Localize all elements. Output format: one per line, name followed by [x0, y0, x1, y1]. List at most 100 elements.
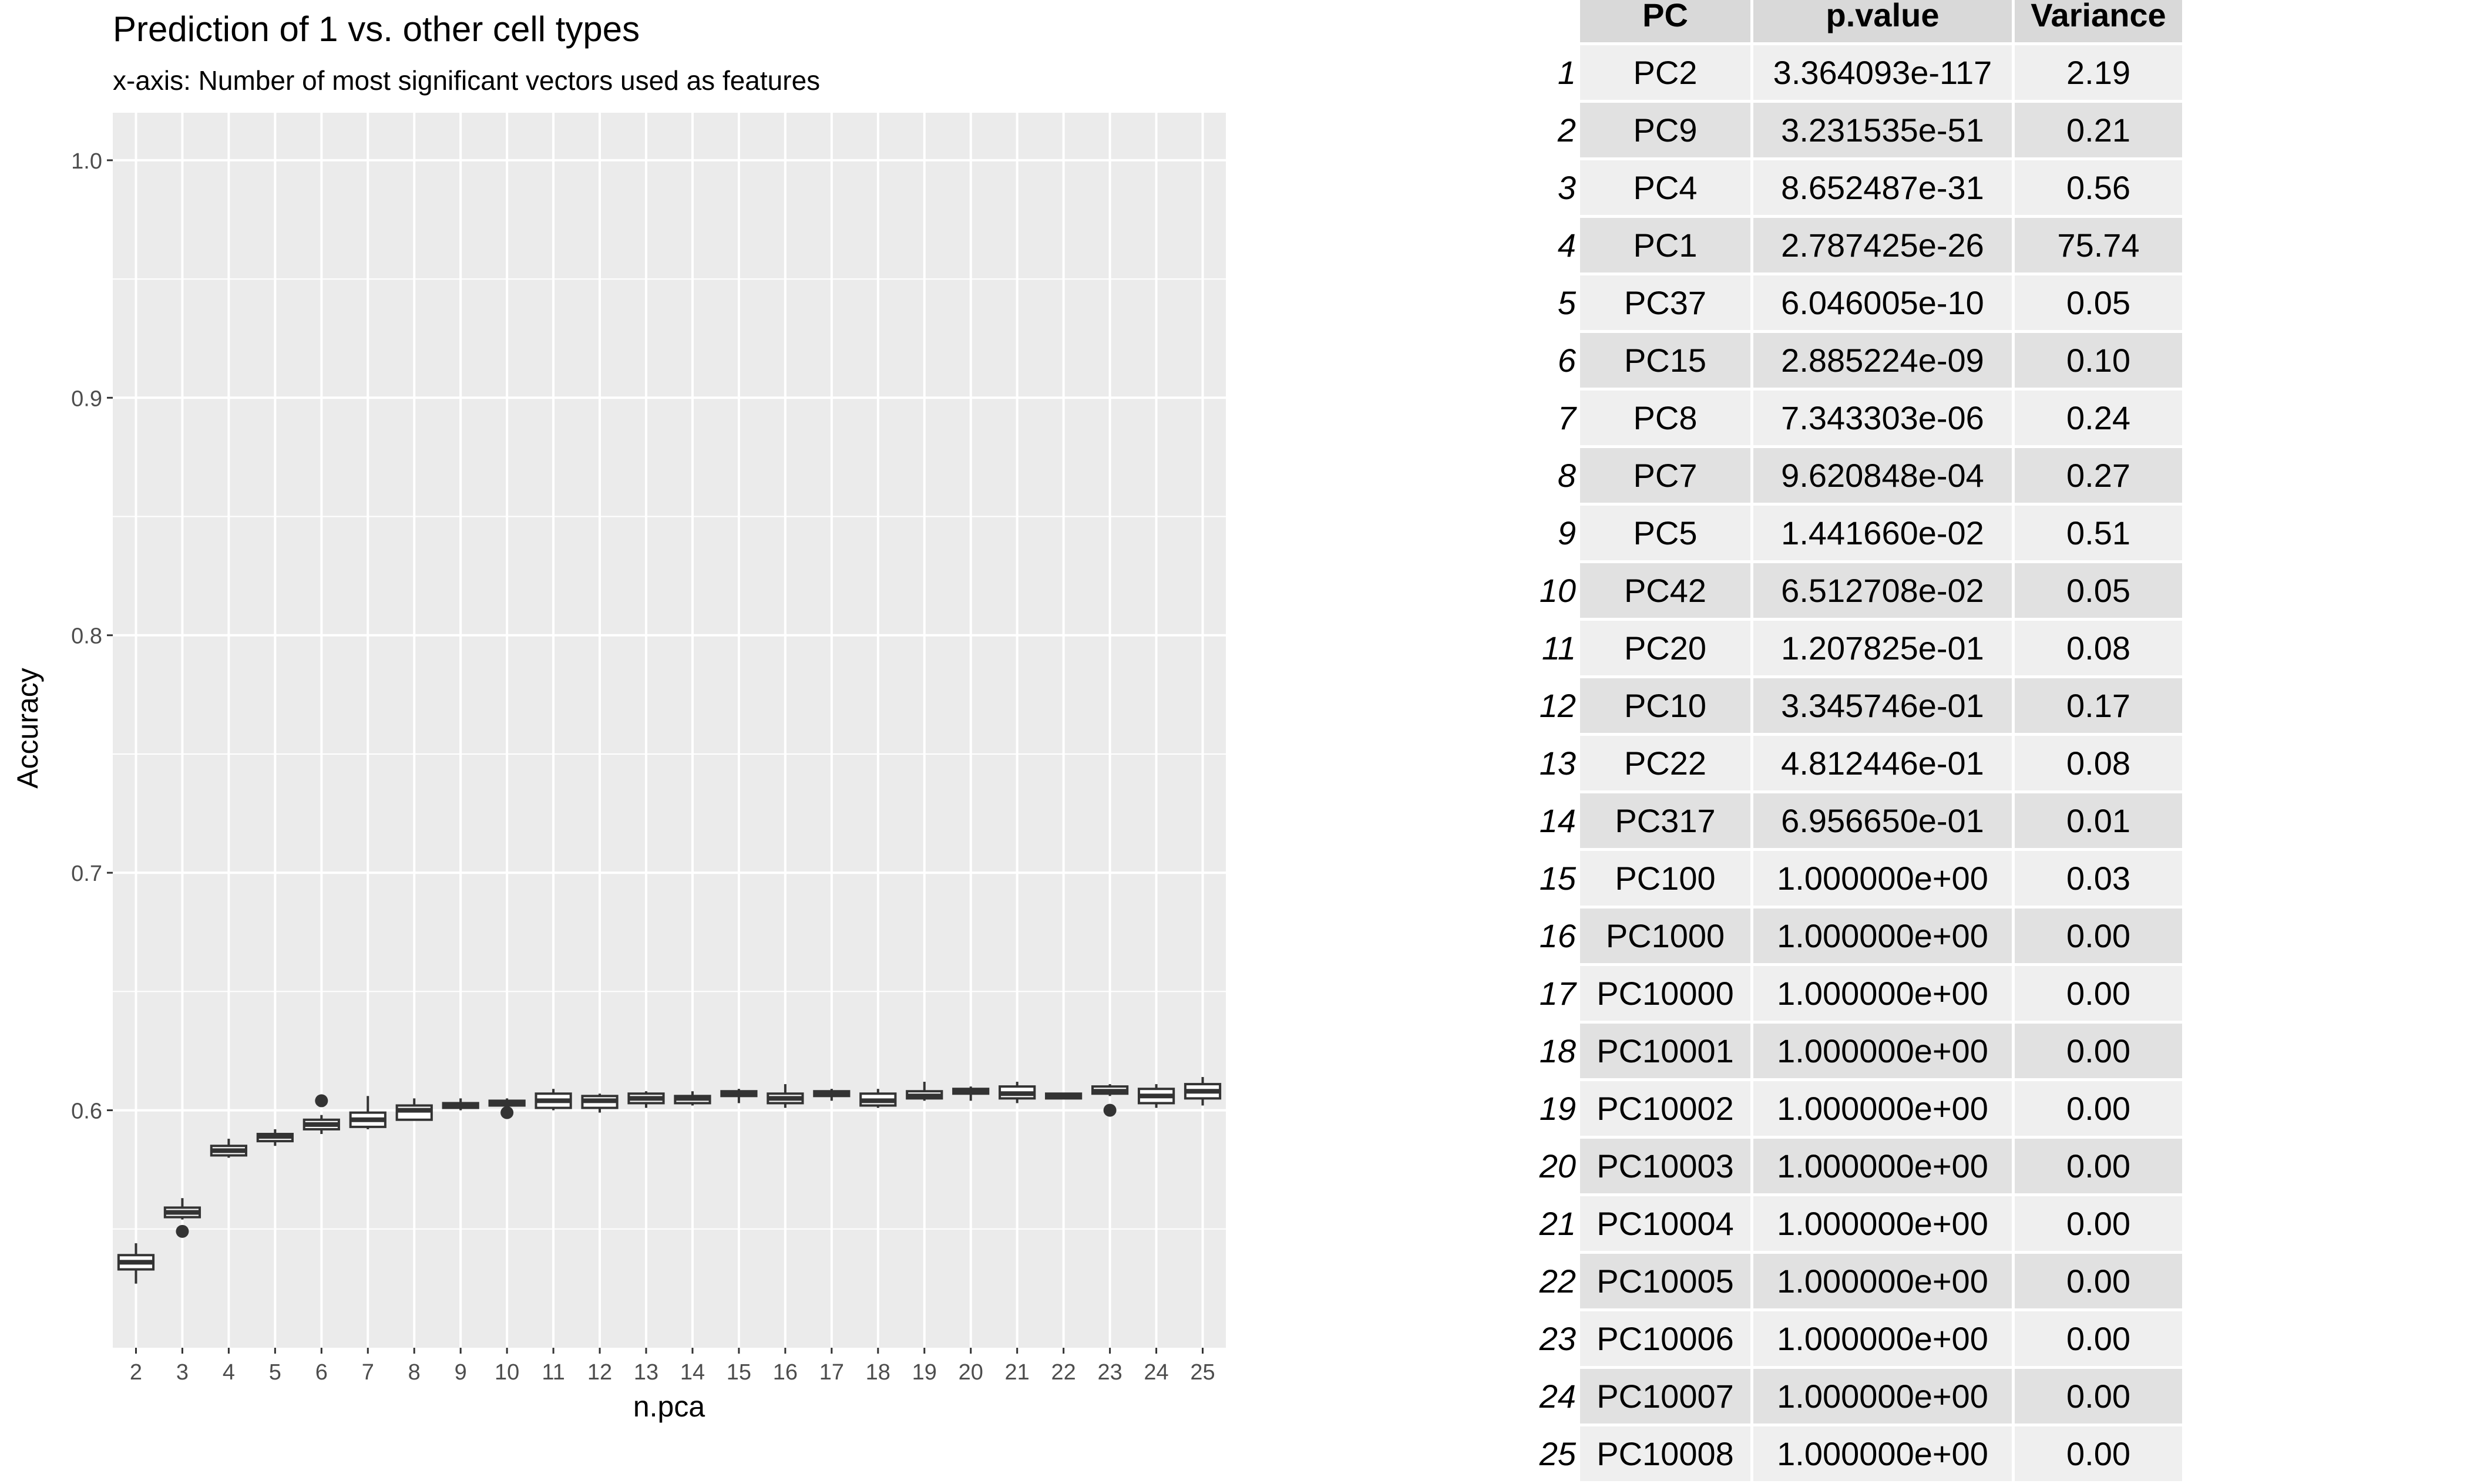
box-2: [117, 1243, 155, 1284]
table-cell-pvalue: 3.364093e-117: [1753, 45, 2012, 100]
table-row-index: 6: [1557, 342, 1576, 379]
chart-subtitle: x-axis: Number of most significant vecto…: [113, 65, 820, 96]
y-tick-label: 0.7: [71, 862, 102, 886]
table-row: 24 PC10007 1.000000e+00 0.00: [1536, 1369, 2182, 1424]
x-tick-label: 20: [959, 1360, 983, 1385]
box-18: [859, 1089, 897, 1108]
table-row: 11 PC20 1.207825e-01 0.08: [1536, 621, 2182, 675]
x-tick-label: 18: [866, 1360, 890, 1385]
table-cell-pc: PC4: [1580, 160, 1750, 215]
table-cell-pvalue: 1.000000e+00: [1753, 1369, 2012, 1424]
x-axis-label: n.pca: [633, 1390, 705, 1423]
table-row-index: 19: [1539, 1090, 1576, 1127]
table-cell-variance: 0.21: [2015, 103, 2182, 157]
table-cell-pvalue: 2.787425e-26: [1753, 218, 2012, 272]
table-cell-pc: PC22: [1580, 736, 1750, 790]
table-cell-pvalue: 1.000000e+00: [1753, 1139, 2012, 1193]
table-cell-variance: 0.08: [2015, 621, 2182, 675]
table-row: 21 PC10004 1.000000e+00 0.00: [1536, 1196, 2182, 1251]
table-cell-pc: PC15: [1580, 333, 1750, 388]
table-cell-pc: PC20: [1580, 621, 1750, 675]
table-cell-variance: 0.27: [2015, 448, 2182, 503]
box-24: [1137, 1084, 1175, 1108]
table-row: 9 PC5 1.441660e-02 0.51: [1536, 506, 2182, 560]
table-row: 18 PC10001 1.000000e+00 0.00: [1536, 1024, 2182, 1078]
table-row-index: 18: [1539, 1032, 1576, 1069]
x-tick-label: 7: [362, 1360, 374, 1385]
table-cell-pvalue: 1.000000e+00: [1753, 1196, 2012, 1251]
table-cell-variance: 0.01: [2015, 793, 2182, 848]
box-12: [581, 1093, 619, 1113]
table-cell-variance: 75.74: [2015, 218, 2182, 272]
table-cell-pvalue: 6.512708e-02: [1753, 563, 2012, 618]
x-tick-label: 8: [408, 1360, 421, 1385]
box-13: [627, 1091, 665, 1108]
table-row-index: 16: [1539, 917, 1576, 954]
table-row-index: 3: [1557, 169, 1576, 206]
y-tick-label: 0.8: [71, 624, 102, 649]
x-tick-label: 16: [773, 1360, 798, 1385]
y-tick-label: 0.6: [71, 1099, 102, 1124]
table-row: 13 PC22 4.812446e-01 0.08: [1536, 736, 2182, 790]
x-tick-label: 6: [315, 1360, 328, 1385]
table-row-index: 8: [1557, 457, 1576, 494]
table-cell-pvalue: 1.000000e+00: [1753, 908, 2012, 963]
table-cell-variance: 0.00: [2015, 1311, 2182, 1366]
table-cell-variance: 0.51: [2015, 506, 2182, 560]
table-cell-pc: PC37: [1580, 275, 1750, 330]
axes: 0.60.70.80.91.02 3 4 5 6 7 8 9 10 11 12 13 14 15 16 17 1…: [71, 149, 1215, 1385]
table-cell-variance: 0.00: [2015, 1024, 2182, 1078]
box-8: [395, 1098, 433, 1121]
table-cell-variance: 0.00: [2015, 966, 2182, 1021]
table-header-index: [1536, 0, 1577, 42]
table-cell-pc: PC2: [1580, 45, 1750, 100]
table-row-index: 24: [1539, 1378, 1576, 1415]
table-row: 16 PC1000 1.000000e+00 0.00: [1536, 908, 2182, 963]
outlier-point: [176, 1224, 189, 1238]
table-header-pc: PC: [1580, 0, 1750, 42]
x-tick-label: 24: [1144, 1360, 1168, 1385]
table-cell-pvalue: 1.000000e+00: [1753, 1426, 2012, 1481]
table-cell-variance: 0.00: [2015, 1254, 2182, 1308]
box-19: [906, 1082, 943, 1101]
table-row-index: 14: [1539, 802, 1576, 839]
table-cell-variance: 0.24: [2015, 391, 2182, 445]
table-row-index: 12: [1539, 687, 1576, 724]
table-cell-pvalue: 8.652487e-31: [1753, 160, 2012, 215]
box-3: [163, 1198, 201, 1238]
table-row-index: 22: [1539, 1263, 1576, 1300]
table-row-index: 13: [1539, 745, 1576, 782]
table-cell-pc: PC10004: [1580, 1196, 1750, 1251]
x-tick-label: 3: [176, 1360, 189, 1385]
box-11: [535, 1089, 572, 1111]
table-cell-pc: PC9: [1580, 103, 1750, 157]
table-row-index: 20: [1539, 1148, 1576, 1184]
table-row: 19 PC10002 1.000000e+00 0.00: [1536, 1081, 2182, 1136]
box-20: [952, 1086, 990, 1101]
y-tick-label: 0.9: [71, 386, 102, 411]
table-cell-pc: PC10008: [1580, 1426, 1750, 1481]
table-cell-pc: PC10007: [1580, 1369, 1750, 1424]
table-row: 3 PC4 8.652487e-31 0.56: [1536, 160, 2182, 215]
table-cell-pc: PC1: [1580, 218, 1750, 272]
table-row: 8 PC7 9.620848e-04 0.27: [1536, 448, 2182, 503]
x-tick-label: 21: [1005, 1360, 1030, 1385]
table-cell-pvalue: 1.207825e-01: [1753, 621, 2012, 675]
x-tick-label: 12: [587, 1360, 612, 1385]
table-cell-pc: PC10002: [1580, 1081, 1750, 1136]
table-row: 14 PC317 6.956650e-01 0.01: [1536, 793, 2182, 848]
table-row-index: 11: [1541, 630, 1576, 667]
table-row: 10 PC42 6.512708e-02 0.05: [1536, 563, 2182, 618]
table-cell-pvalue: 3.345746e-01: [1753, 678, 2012, 733]
pc-significance-table: PC p.value Variance 1 PC2 3.364093e-117 2.1…: [1533, 0, 2185, 1484]
table-row-index: 2: [1557, 112, 1576, 149]
table-row: 17 PC10000 1.000000e+00 0.00: [1536, 966, 2182, 1021]
table-cell-pvalue: 1.000000e+00: [1753, 1024, 2012, 1078]
table-cell-variance: 0.56: [2015, 160, 2182, 215]
x-tick-label: 4: [223, 1360, 235, 1385]
table-cell-pvalue: 6.046005e-10: [1753, 275, 2012, 330]
box-14: [674, 1091, 711, 1106]
table-cell-variance: 0.00: [2015, 908, 2182, 963]
box-15: [720, 1089, 758, 1103]
x-tick-label: 15: [727, 1360, 751, 1385]
